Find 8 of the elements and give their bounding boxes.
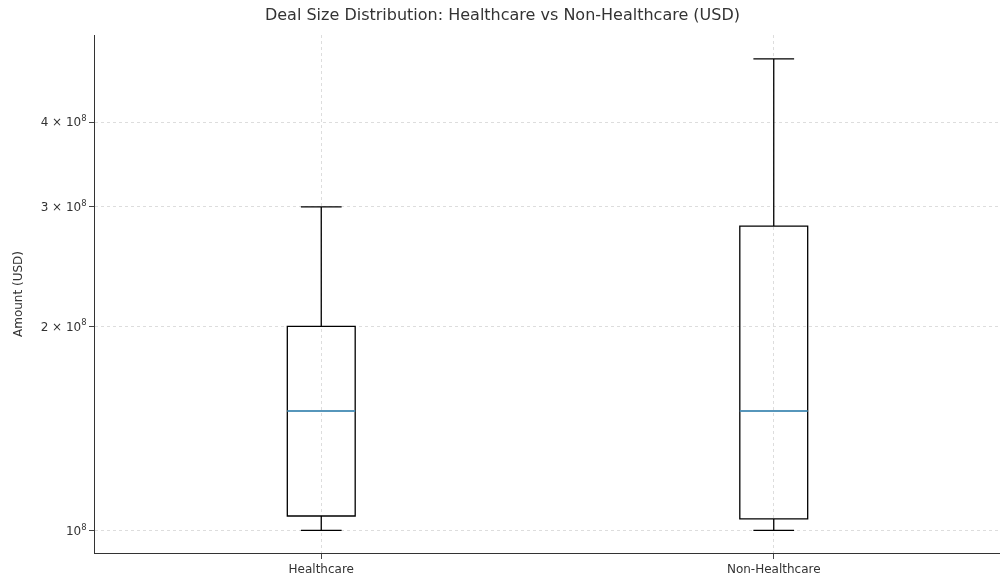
- chart-title: Deal Size Distribution: Healthcare vs Non-Healthcare (USD): [264, 4, 741, 24]
- x-tick-label: Healthcare: [288, 562, 354, 577]
- y-tick-label: 2 × 10$^{8}$: [40, 317, 87, 334]
- y-tick-label: 10$^{8}$: [65, 521, 87, 538]
- x-tick-label: Non-Healthcare: [726, 562, 821, 577]
- y-tick-label: 4 × 10$^{8}$: [40, 113, 87, 130]
- y-tick-label: 3 × 10$^{8}$: [40, 198, 87, 215]
- y-axis-title: Amount (USD): [10, 251, 25, 337]
